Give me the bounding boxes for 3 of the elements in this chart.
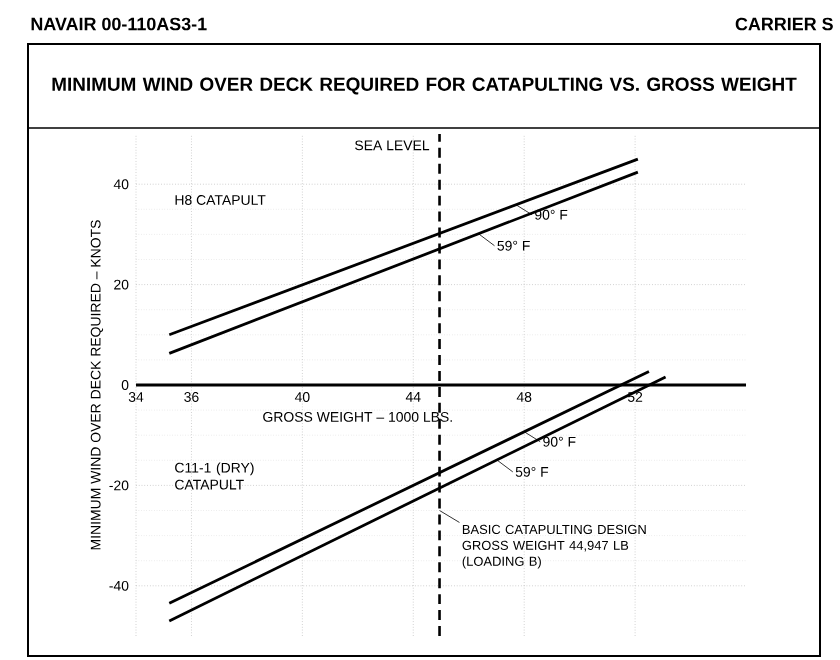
text: CARRIER S — [735, 17, 833, 31]
chart-title: MINIMUM WIND OVER DECK REQUIRED FOR CATAPULTING VS. GROSS WEIGHT — [52, 77, 797, 95]
text: NAVAIR 00-110AS3-1 — [31, 17, 207, 31]
